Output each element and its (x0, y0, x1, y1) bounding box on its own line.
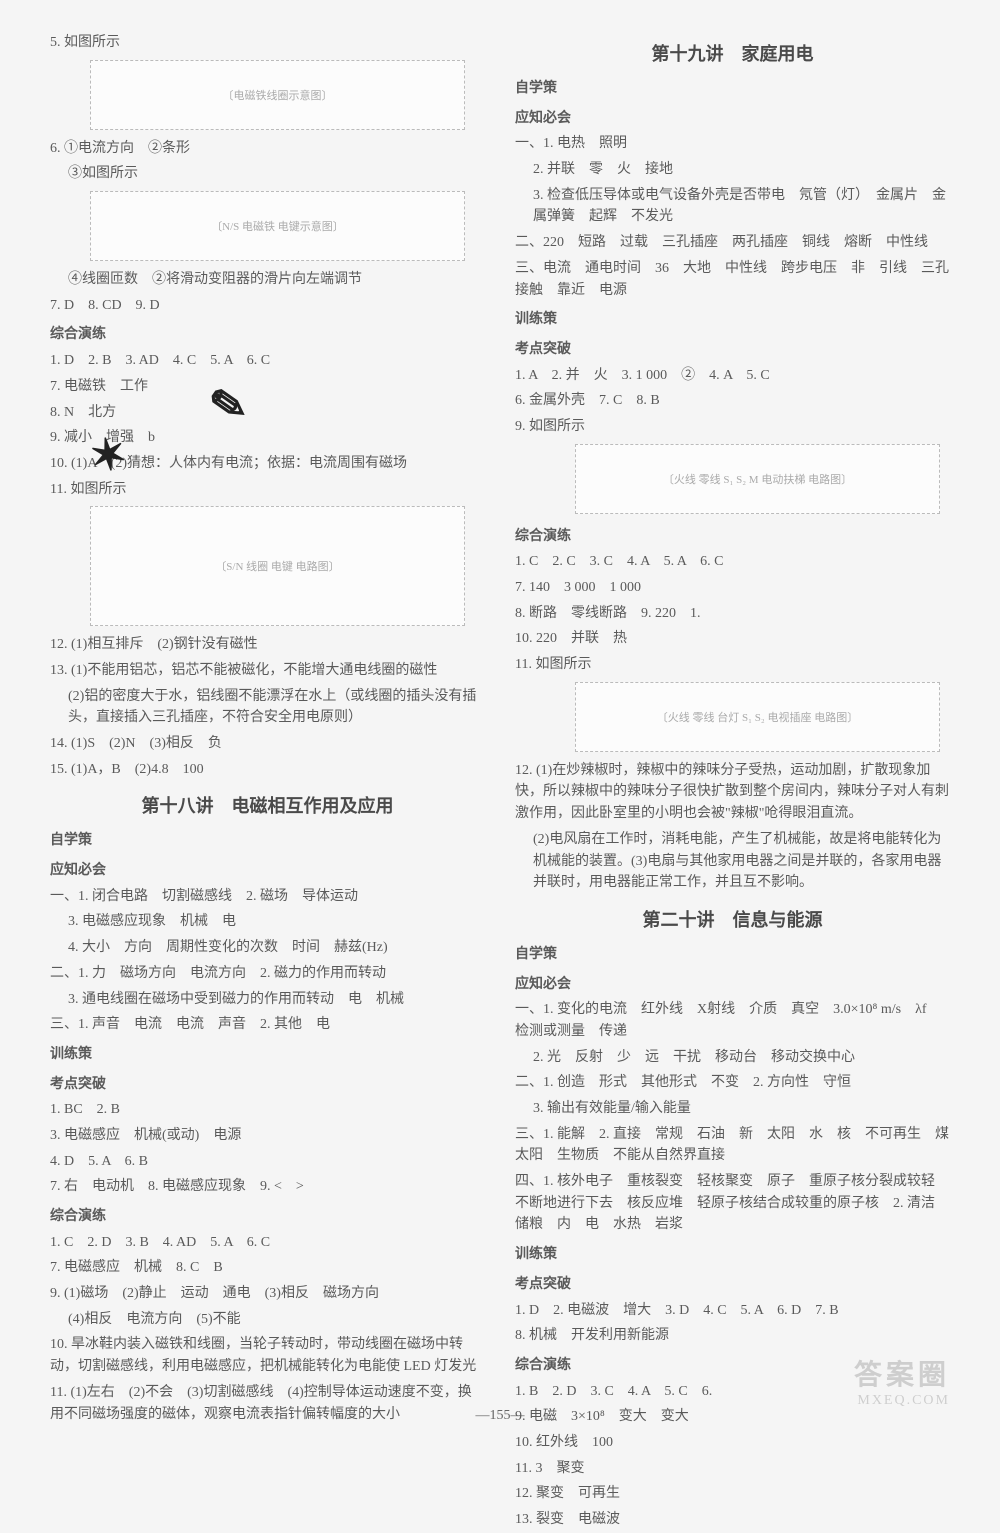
text-line: 13. (1)不能用铝芯，铝芯不能被磁化，不能增大通电线圈的磁性 (50, 660, 485, 682)
text-line: 7. 电磁铁 工作 (50, 376, 485, 398)
heading-kdtp: 考点突破 (515, 339, 950, 361)
text-line: (4)相反 电流方向 (5)不能 (50, 1309, 485, 1331)
watermark-title: 答案圈 (854, 1353, 950, 1393)
text-line: 1. D 2. 电磁波 增大 3. D 4. C 5. A 6. D 7. B (515, 1300, 950, 1322)
text-line: 3. 通电线圈在磁场中受到磁力的作用而转动 电 机械 (50, 989, 485, 1011)
text-line: 10. (1)A (2)猜想：人体内有电流；依据：电流周围有磁场 (50, 453, 485, 475)
text-line: 三、电流 通电时间 36 大地 中性线 跨步电压 非 引线 三孔 接触 靠近 电… (515, 258, 950, 301)
text-line: 一、1. 闭合电路 切割磁感线 2. 磁场 导体运动 (50, 886, 485, 908)
text-line: 一、1. 变化的电流 红外线 X射线 介质 真空 3.0×10⁸ m/s λf … (515, 999, 950, 1042)
heading-xlk: 训练策 (515, 309, 950, 331)
text-line: 10. 旱冰鞋内装入磁铁和线圈，当轮子转动时，带动线圈在磁场中转动，切割磁感线，… (50, 1334, 485, 1377)
heading-xlk: 训练策 (50, 1044, 485, 1066)
text-line: ④线圈匝数 ②将滑动变阻器的滑片向左端调节 (50, 269, 485, 291)
text-line: 10. 220 并联 热 (515, 628, 950, 650)
text-line: 4. 大小 方向 周期性变化的次数 时间 赫兹(Hz) (50, 937, 485, 959)
text-line: 14. (1)S (2)N (3)相反 负 (50, 733, 485, 755)
diagram-circuit-sn: 〔S/N 线圈 电键 电路图〕 (90, 506, 465, 626)
text-line: 9. (1)磁场 (2)静止 运动 通电 (3)相反 磁场方向 (50, 1283, 485, 1305)
diagram-lamp-tv-circuit: 〔火线 零线 台灯 S₁ S₂ 电视插座 电路图〕 (575, 682, 940, 752)
text-line: 3. 检查低压导体或电气设备外壳是否带电 氖管（灯） 金属片 金属弹簧 起辉 不… (515, 185, 950, 228)
heading-kdtp: 考点突破 (50, 1074, 485, 1096)
section-title-18: 第十八讲 电磁相互作用及应用 (50, 792, 485, 818)
heading-yzbh: 应知必会 (515, 974, 950, 996)
heading-zhyl: 综合演练 (50, 324, 485, 346)
text-line: 1. C 2. D 3. B 4. AD 5. A 6. C (50, 1232, 485, 1254)
text-line: 二、220 短路 过载 三孔插座 两孔插座 铜线 熔断 中性线 (515, 232, 950, 254)
text-line: ③如图所示 (50, 163, 485, 185)
diagram-coil-1: 〔电磁铁线圈示意图〕 (90, 60, 465, 130)
text-line: 6. ①电流方向 ②条形 (50, 138, 485, 160)
diagram-magnet-ns: 〔N/S 电磁铁 电键示意图〕 (90, 191, 465, 261)
text-line: 8. 机械 开发利用新能源 (515, 1325, 950, 1347)
text-line: 一、1. 电热 照明 (515, 133, 950, 155)
text-line: 15. (1)A，B (2)4.8 100 (50, 759, 485, 781)
left-column: 5. 如图所示 〔电磁铁线圈示意图〕 6. ①电流方向 ②条形 ③如图所示 〔N… (50, 30, 485, 1533)
text-line: 9. 如图所示 (515, 416, 950, 438)
text-line: (2)铝的密度大于水，铝线圈不能漂浮在水上（或线圈的插头没有插头，直接插入三孔插… (50, 686, 485, 729)
heading-zxk: 自学策 (515, 78, 950, 100)
text-line: 12. 聚变 可再生 (515, 1483, 950, 1505)
text-line: 二、1. 力 磁场方向 电流方向 2. 磁力的作用而转动 (50, 963, 485, 985)
text-line: 9. 减小 增强 b (50, 427, 485, 449)
text-line: 1. A 2. 并 火 3. 1 000 ② 4. A 5. C (515, 365, 950, 387)
text-line: (2)电风扇在工作时，消耗电能，产生了机械能，故是将电能转化为机械能的装置。(3… (515, 829, 950, 894)
heading-xlk: 训练策 (515, 1244, 950, 1266)
text-line: 三、1. 能解 2. 直接 常规 石油 新 太阳 水 核 不可再生 煤 太阳 生… (515, 1124, 950, 1167)
text-line: 11. 如图所示 (50, 479, 485, 501)
text-line: 11. 如图所示 (515, 654, 950, 676)
text-line: 4. D 5. A 6. B (50, 1151, 485, 1173)
text-line: 3. 电磁感应 机械(或动) 电源 (50, 1125, 485, 1147)
diagram-escalator-circuit: 〔火线 零线 S₁ S₂ M 电动扶梯 电路图〕 (575, 444, 940, 514)
watermark: 答案圈 MXEQ.COM (854, 1353, 950, 1409)
heading-kdtp: 考点突破 (515, 1274, 950, 1296)
text-line: 2. 并联 零 火 接地 (515, 159, 950, 181)
text-line: 3. 电磁感应现象 机械 电 (50, 911, 485, 933)
text-line: 二、1. 创造 形式 其他形式 不变 2. 方向性 守恒 (515, 1072, 950, 1094)
text-line: 7. 电磁感应 机械 8. C B (50, 1257, 485, 1279)
text-line: 7. 右 电动机 8. 电磁感应现象 9. < > (50, 1176, 485, 1198)
page: 5. 如图所示 〔电磁铁线圈示意图〕 6. ①电流方向 ②条形 ③如图所示 〔N… (50, 30, 950, 1533)
right-column: 第十九讲 家庭用电 自学策 应知必会 一、1. 电热 照明 2. 并联 零 火 … (515, 30, 950, 1533)
heading-zhyl: 综合演练 (50, 1206, 485, 1228)
text-line: 四、1. 核外电子 重核裂变 轻核聚变 原子 重原子核分裂成较轻 不断地进行下去… (515, 1171, 950, 1236)
text-line: 7. D 8. CD 9. D (50, 295, 485, 317)
text-line: 12. (1)在炒辣椒时，辣椒中的辣味分子受热，运动加剧，扩散现象加快，所以辣椒… (515, 760, 950, 825)
text-line: 8. 断路 零线断路 9. 220 1. (515, 603, 950, 625)
text-line: 13. 裂变 电磁波 (515, 1509, 950, 1531)
heading-yzbh: 应知必会 (50, 860, 485, 882)
text-line: 3. 输出有效能量/输入能量 (515, 1098, 950, 1120)
section-title-19: 第十九讲 家庭用电 (515, 40, 950, 66)
text-line: 5. 如图所示 (50, 32, 485, 54)
text-line: 8. N 北方 (50, 402, 485, 424)
heading-zhyl: 综合演练 (515, 526, 950, 548)
text-line: 11. 3 聚变 (515, 1458, 950, 1480)
text-line: 1. D 2. B 3. AD 4. C 5. A 6. C (50, 350, 485, 372)
text-line: 6. 金属外壳 7. C 8. B (515, 390, 950, 412)
heading-zxk: 自学策 (515, 944, 950, 966)
text-line: 1. C 2. C 3. C 4. A 5. A 6. C (515, 551, 950, 573)
text-line: 1. BC 2. B (50, 1099, 485, 1121)
text-line: 2. 光 反射 少 远 干扰 移动台 移动交换中心 (515, 1047, 950, 1069)
text-line: 12. (1)相互排斥 (2)钢针没有磁性 (50, 634, 485, 656)
section-title-20: 第二十讲 信息与能源 (515, 906, 950, 932)
watermark-url: MXEQ.COM (854, 1393, 950, 1409)
text-line: 7. 140 3 000 1 000 (515, 577, 950, 599)
text-line: 10. 红外线 100 (515, 1432, 950, 1454)
heading-yzbh: 应知必会 (515, 108, 950, 130)
page-number: —155— (0, 1408, 1000, 1424)
text-line: 三、1. 声音 电流 电流 声音 2. 其他 电 (50, 1014, 485, 1036)
heading-zxk: 自学策 (50, 830, 485, 852)
